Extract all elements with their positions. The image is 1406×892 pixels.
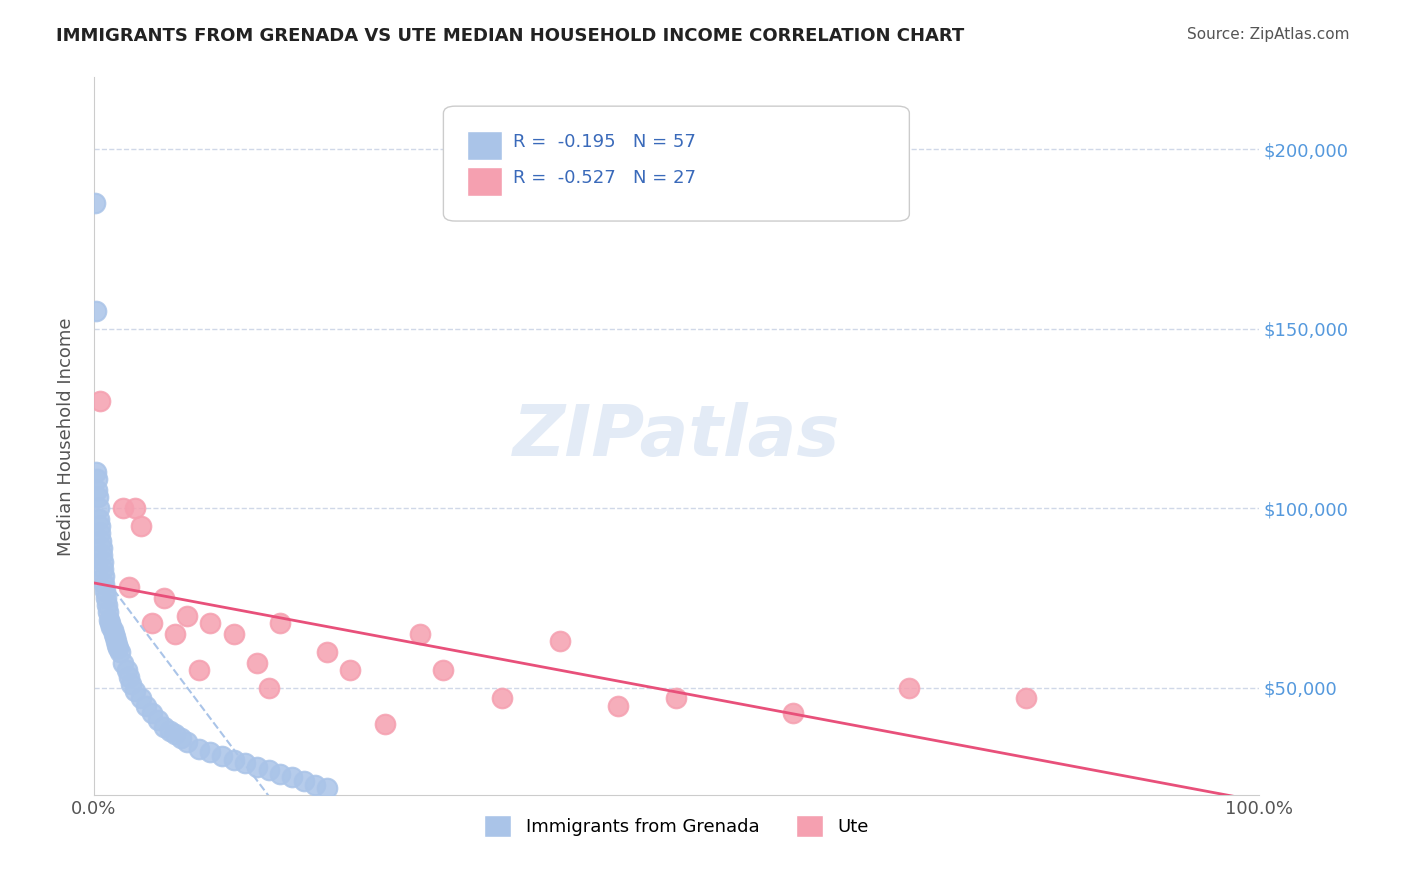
Point	[339, 663, 361, 677]
Point	[91, 548, 114, 562]
Point	[187, 663, 209, 677]
Point	[246, 656, 269, 670]
Point	[269, 616, 291, 631]
Point	[141, 616, 163, 631]
Point	[84, 196, 107, 211]
Point	[105, 638, 128, 652]
Point	[87, 491, 110, 505]
Point	[153, 591, 176, 605]
Point	[93, 576, 115, 591]
Point	[97, 605, 120, 619]
Point	[409, 627, 432, 641]
Point	[246, 760, 269, 774]
Point	[94, 583, 117, 598]
Point	[316, 781, 339, 796]
Point	[165, 727, 187, 741]
Text: Source: ZipAtlas.com: Source: ZipAtlas.com	[1187, 27, 1350, 42]
Point	[101, 624, 124, 638]
Point	[257, 681, 280, 695]
Point	[118, 670, 141, 684]
Point	[118, 580, 141, 594]
Point	[89, 512, 111, 526]
Text: IMMIGRANTS FROM GRENADA VS UTE MEDIAN HOUSEHOLD INCOME CORRELATION CHART: IMMIGRANTS FROM GRENADA VS UTE MEDIAN HO…	[56, 27, 965, 45]
Point	[665, 691, 688, 706]
Point	[200, 616, 222, 631]
Point	[108, 645, 131, 659]
Point	[104, 631, 127, 645]
Point	[235, 756, 257, 770]
Point	[91, 562, 114, 576]
Point	[120, 677, 142, 691]
Point	[107, 641, 129, 656]
Point	[124, 684, 146, 698]
Point	[86, 473, 108, 487]
Point	[782, 706, 804, 720]
Point	[159, 723, 181, 738]
Point	[165, 627, 187, 641]
Text: R =  -0.195   N = 57: R = -0.195 N = 57	[513, 133, 696, 151]
Point	[89, 519, 111, 533]
Point	[90, 533, 112, 548]
Point	[98, 613, 121, 627]
Point	[94, 591, 117, 605]
Point	[100, 620, 122, 634]
Text: R =  -0.527   N = 27: R = -0.527 N = 27	[513, 169, 696, 187]
Point	[103, 627, 125, 641]
Point	[89, 526, 111, 541]
Point	[292, 774, 315, 789]
Point	[257, 764, 280, 778]
Point	[200, 745, 222, 759]
Point	[112, 501, 135, 516]
Point	[89, 393, 111, 408]
Point	[176, 734, 198, 748]
Point	[548, 634, 571, 648]
Point	[432, 663, 454, 677]
FancyBboxPatch shape	[467, 167, 502, 196]
Point	[153, 720, 176, 734]
Point	[84, 466, 107, 480]
FancyBboxPatch shape	[443, 106, 910, 221]
Point	[176, 608, 198, 623]
Point	[170, 731, 193, 745]
Point	[93, 569, 115, 583]
Point	[222, 627, 245, 641]
Point	[105, 634, 128, 648]
Point	[491, 691, 513, 706]
Point	[87, 501, 110, 516]
Point	[281, 771, 304, 785]
Point	[269, 767, 291, 781]
FancyBboxPatch shape	[467, 131, 502, 160]
Point	[898, 681, 921, 695]
Point	[90, 541, 112, 555]
Point	[129, 519, 152, 533]
Point	[146, 713, 169, 727]
Point	[112, 656, 135, 670]
Point	[304, 778, 326, 792]
Point	[84, 303, 107, 318]
Point	[187, 741, 209, 756]
Text: ZIPatlas: ZIPatlas	[513, 402, 839, 471]
Point	[222, 752, 245, 766]
Legend: Immigrants from Grenada, Ute: Immigrants from Grenada, Ute	[477, 807, 876, 844]
Point	[91, 555, 114, 569]
Point	[607, 698, 630, 713]
Point	[96, 598, 118, 612]
Point	[135, 698, 157, 713]
Point	[374, 716, 396, 731]
Point	[1015, 691, 1038, 706]
Point	[141, 706, 163, 720]
Y-axis label: Median Household Income: Median Household Income	[58, 318, 75, 556]
Point	[211, 748, 233, 763]
Point	[316, 645, 339, 659]
Point	[124, 501, 146, 516]
Point	[86, 483, 108, 498]
Point	[115, 663, 138, 677]
Point	[129, 691, 152, 706]
Point	[98, 616, 121, 631]
